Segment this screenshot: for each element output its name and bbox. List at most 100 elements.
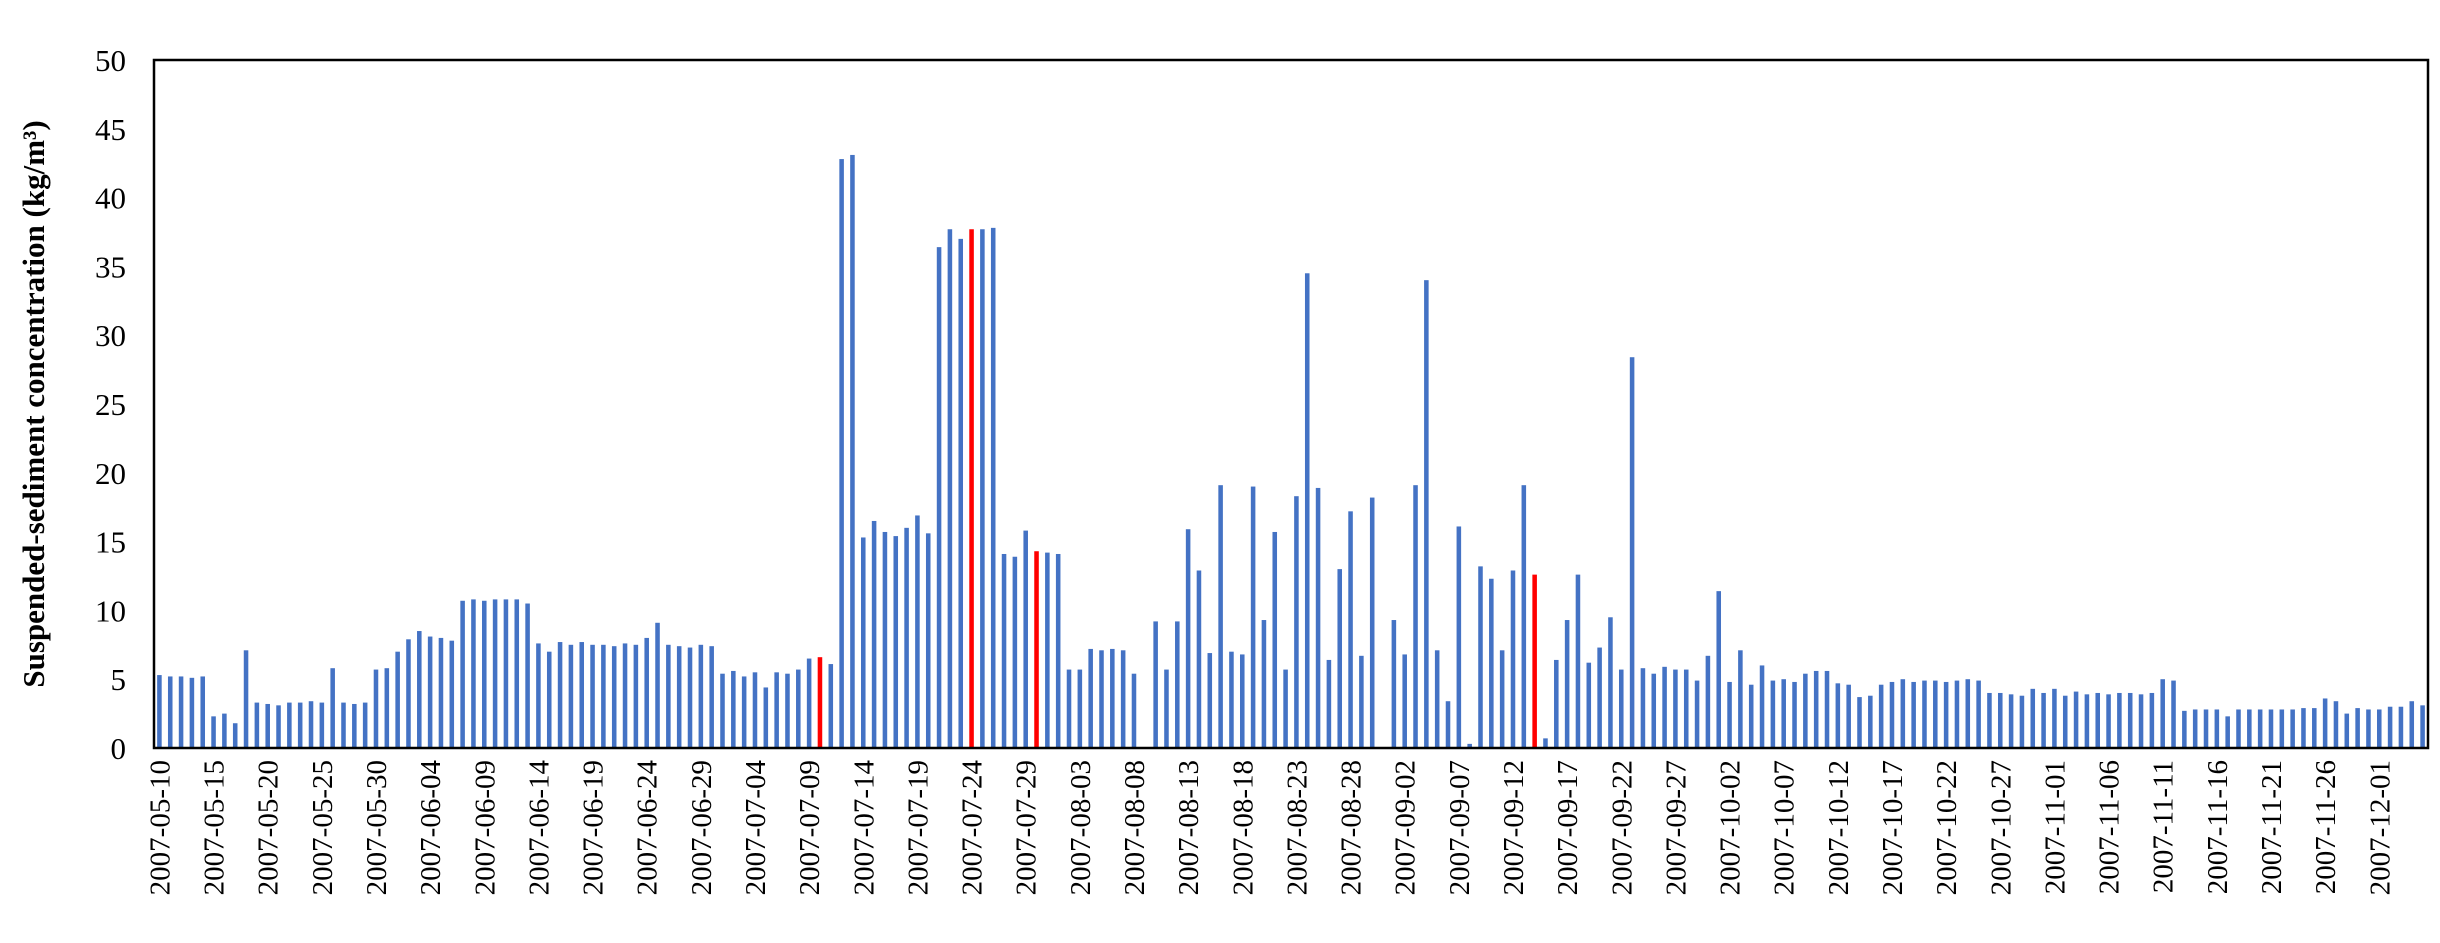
y-tick-label: 40 — [95, 181, 126, 216]
bar-2007-10-18 — [1900, 679, 1906, 748]
bar-2007-09-27 — [1673, 669, 1678, 748]
bar-2007-08-03 — [1077, 669, 1083, 748]
bar-2007-10-15 — [1868, 695, 1873, 748]
bar-2007-08-22 — [1283, 669, 1288, 748]
x-tick-label: 2007-10-02 — [1715, 760, 1747, 895]
bar-2007-07-20 — [925, 533, 931, 748]
x-tick-label: 2007-07-14 — [848, 760, 880, 896]
bar-2007-08-05 — [1099, 650, 1104, 748]
x-tick-label: 2007-05-10 — [144, 760, 176, 895]
bar-2007-09-19 — [1586, 662, 1592, 748]
bar-2007-07-25 — [980, 229, 985, 749]
bar-2007-08-19 — [1250, 486, 1256, 748]
bar-2007-06-18 — [579, 642, 585, 748]
bar-2007-05-12 — [178, 676, 184, 748]
bar-2007-06-03 — [417, 631, 422, 748]
bar-2007-09-15 — [1543, 738, 1548, 748]
bar-2007-06-10 — [492, 599, 498, 748]
bar-2007-10-05 — [1759, 665, 1765, 748]
bar-2007-10-07 — [1781, 679, 1786, 748]
bar-2007-08-23 — [1294, 496, 1299, 748]
bar-2007-06-11 — [503, 599, 509, 748]
bar-2007-07-06 — [774, 672, 779, 748]
bar-2007-10-22 — [1943, 681, 1949, 748]
bar-2007-10-31 — [2041, 692, 2046, 748]
bar-2007-10-16 — [1878, 684, 1884, 748]
x-tick-label: 2007-10-22 — [1931, 760, 1963, 895]
bar-2007-08-24 — [1304, 273, 1310, 748]
bar-2007-11-25 — [2312, 708, 2317, 748]
bar-2007-10-28 — [2008, 694, 2014, 748]
bar-2007-11-08 — [2127, 692, 2133, 748]
x-tick-label: 2007-09-22 — [1606, 760, 1638, 895]
bar-2007-05-26 — [330, 668, 335, 748]
bar-2007-06-12 — [514, 599, 520, 748]
bar-2007-10-10 — [1813, 670, 1819, 748]
x-tick-label: 2007-09-27 — [1660, 760, 1692, 895]
bar-2007-07-01 — [720, 673, 725, 748]
x-tick-label: 2007-07-19 — [902, 760, 934, 895]
x-tick-label: 2007-06-24 — [632, 760, 664, 896]
bar-2007-07-02 — [731, 670, 736, 748]
bar-2007-06-14 — [536, 643, 541, 748]
bar-2007-09-12 — [1510, 570, 1516, 748]
bar-2007-10-24 — [1965, 679, 1971, 748]
bar-2007-05-22 — [287, 702, 292, 748]
x-tick-label: 2007-08-23 — [1281, 760, 1313, 895]
x-tick-label: 2007-06-29 — [686, 760, 718, 895]
bar-2007-09-07 — [1456, 526, 1462, 748]
y-tick-label: 45 — [95, 112, 126, 147]
bar-2007-10-14 — [1857, 697, 1862, 748]
bar-2007-06-19 — [590, 644, 595, 748]
bar-2007-09-03 — [1413, 485, 1418, 748]
bar-2007-07-18 — [904, 527, 909, 748]
bar-2007-05-31 — [384, 668, 390, 748]
bar-2007-12-01 — [2376, 709, 2382, 748]
bar-2007-10-13 — [1846, 684, 1851, 748]
bar-2007-08-27 — [1337, 569, 1343, 748]
bar-2007-06-23 — [633, 644, 639, 748]
bar-2007-09-22 — [1618, 669, 1624, 748]
bar-2007-05-17 — [232, 723, 238, 748]
bar-2007-05-24 — [308, 701, 314, 748]
bar-2007-08-29 — [1359, 655, 1364, 748]
x-tick-label: 2007-05-15 — [199, 760, 231, 895]
bar-2007-11-11 — [2160, 679, 2165, 748]
bar-2007-07-23 — [958, 238, 964, 748]
x-tick-label: 2007-08-13 — [1173, 760, 1205, 895]
bar-2007-10-09 — [1803, 673, 1808, 748]
bar-2007-07-03 — [741, 676, 747, 748]
bar-2007-09-05 — [1434, 650, 1440, 748]
bar-2007-08-04 — [1088, 648, 1093, 748]
bar-2007-05-14 — [200, 676, 206, 748]
bar-2007-10-11 — [1824, 670, 1830, 748]
bar-2007-08-10 — [1153, 621, 1158, 748]
bar-2007-05-16 — [222, 713, 227, 748]
bar-2007-07-09 — [806, 658, 812, 748]
bar-2007-11-18 — [2236, 709, 2241, 748]
bar-2007-07-14 — [860, 537, 866, 748]
x-tick-label: 2007-11-11 — [2148, 760, 2180, 893]
bar-2007-05-10 — [157, 675, 162, 748]
bar-2007-11-12 — [2171, 680, 2176, 748]
bar-2007-07-22 — [947, 229, 953, 749]
bar-2007-07-04 — [752, 672, 758, 748]
bar-2007-11-10 — [2149, 692, 2155, 748]
bar-2007-08-07 — [1120, 650, 1126, 748]
bar-2007-10-06 — [1770, 680, 1776, 748]
bar-2007-09-04 — [1424, 280, 1429, 748]
x-tick-label: 2007-09-02 — [1390, 760, 1422, 895]
bar-2007-06-21 — [611, 646, 617, 748]
bar-2007-11-21 — [2268, 709, 2274, 748]
bar-2007-07-30 — [1034, 551, 1039, 748]
bar-2007-10-04 — [1748, 684, 1754, 748]
x-tick-label: 2007-09-17 — [1552, 760, 1584, 895]
bar-2007-09-01 — [1391, 620, 1397, 748]
bar-2007-10-27 — [1997, 692, 2003, 748]
bar-2007-06-25 — [655, 622, 660, 748]
bar-2007-08-30 — [1369, 497, 1375, 748]
x-axis-ticks: 2007-05-10 2007-05-15 2007-05-20 2007-05-25… — [144, 760, 2396, 896]
x-tick-label: 2007-06-04 — [415, 760, 447, 896]
bar-2007-11-07 — [2117, 692, 2122, 748]
